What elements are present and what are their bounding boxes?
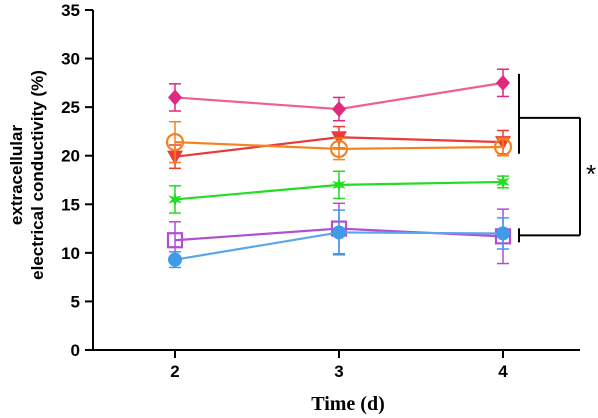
data-point [332, 176, 346, 193]
significance-bracket: * [518, 73, 596, 243]
data-point [165, 133, 185, 152]
y-tick-label: 5 [71, 292, 80, 311]
x-tick-label: 4 [498, 362, 508, 381]
data-point [496, 226, 510, 241]
x-tick-label: 3 [334, 362, 343, 381]
y-tick-label: 35 [61, 1, 80, 20]
x-tick-label: 2 [170, 362, 179, 381]
axes: 0 5 10 15 20 25 30 35 2 3 4 [61, 1, 580, 381]
series-1 [168, 68, 510, 122]
x-axis-title: Time (d) [311, 393, 385, 415]
data-point [329, 139, 349, 159]
data-point [168, 252, 182, 267]
data-point [168, 191, 182, 208]
data-point [168, 89, 182, 106]
y-axis-title-line-2: electrical conductivity (%) [28, 70, 47, 280]
annotation-layer: * [518, 73, 596, 243]
series-6 [168, 209, 510, 269]
y-axis-title-line-1: extracellular [7, 125, 26, 226]
data-point [332, 225, 346, 240]
series-4 [168, 170, 510, 214]
data-point [493, 137, 513, 157]
y-tick-label: 10 [61, 244, 80, 263]
series-3 [165, 120, 513, 164]
y-tick-label: 25 [61, 98, 80, 117]
y-tick-label: 15 [61, 195, 80, 214]
data-point [496, 74, 510, 91]
y-tick-label: 20 [61, 147, 80, 166]
y-tick-label: 30 [61, 50, 80, 69]
y-axis-title: extracellular electrical conductivity (%… [7, 70, 47, 280]
data-point [166, 232, 184, 249]
data-point [496, 173, 510, 190]
series-layer [165, 68, 513, 269]
y-tick-label: 0 [71, 341, 80, 360]
data-point [332, 101, 346, 118]
significance-star: * [586, 159, 596, 189]
